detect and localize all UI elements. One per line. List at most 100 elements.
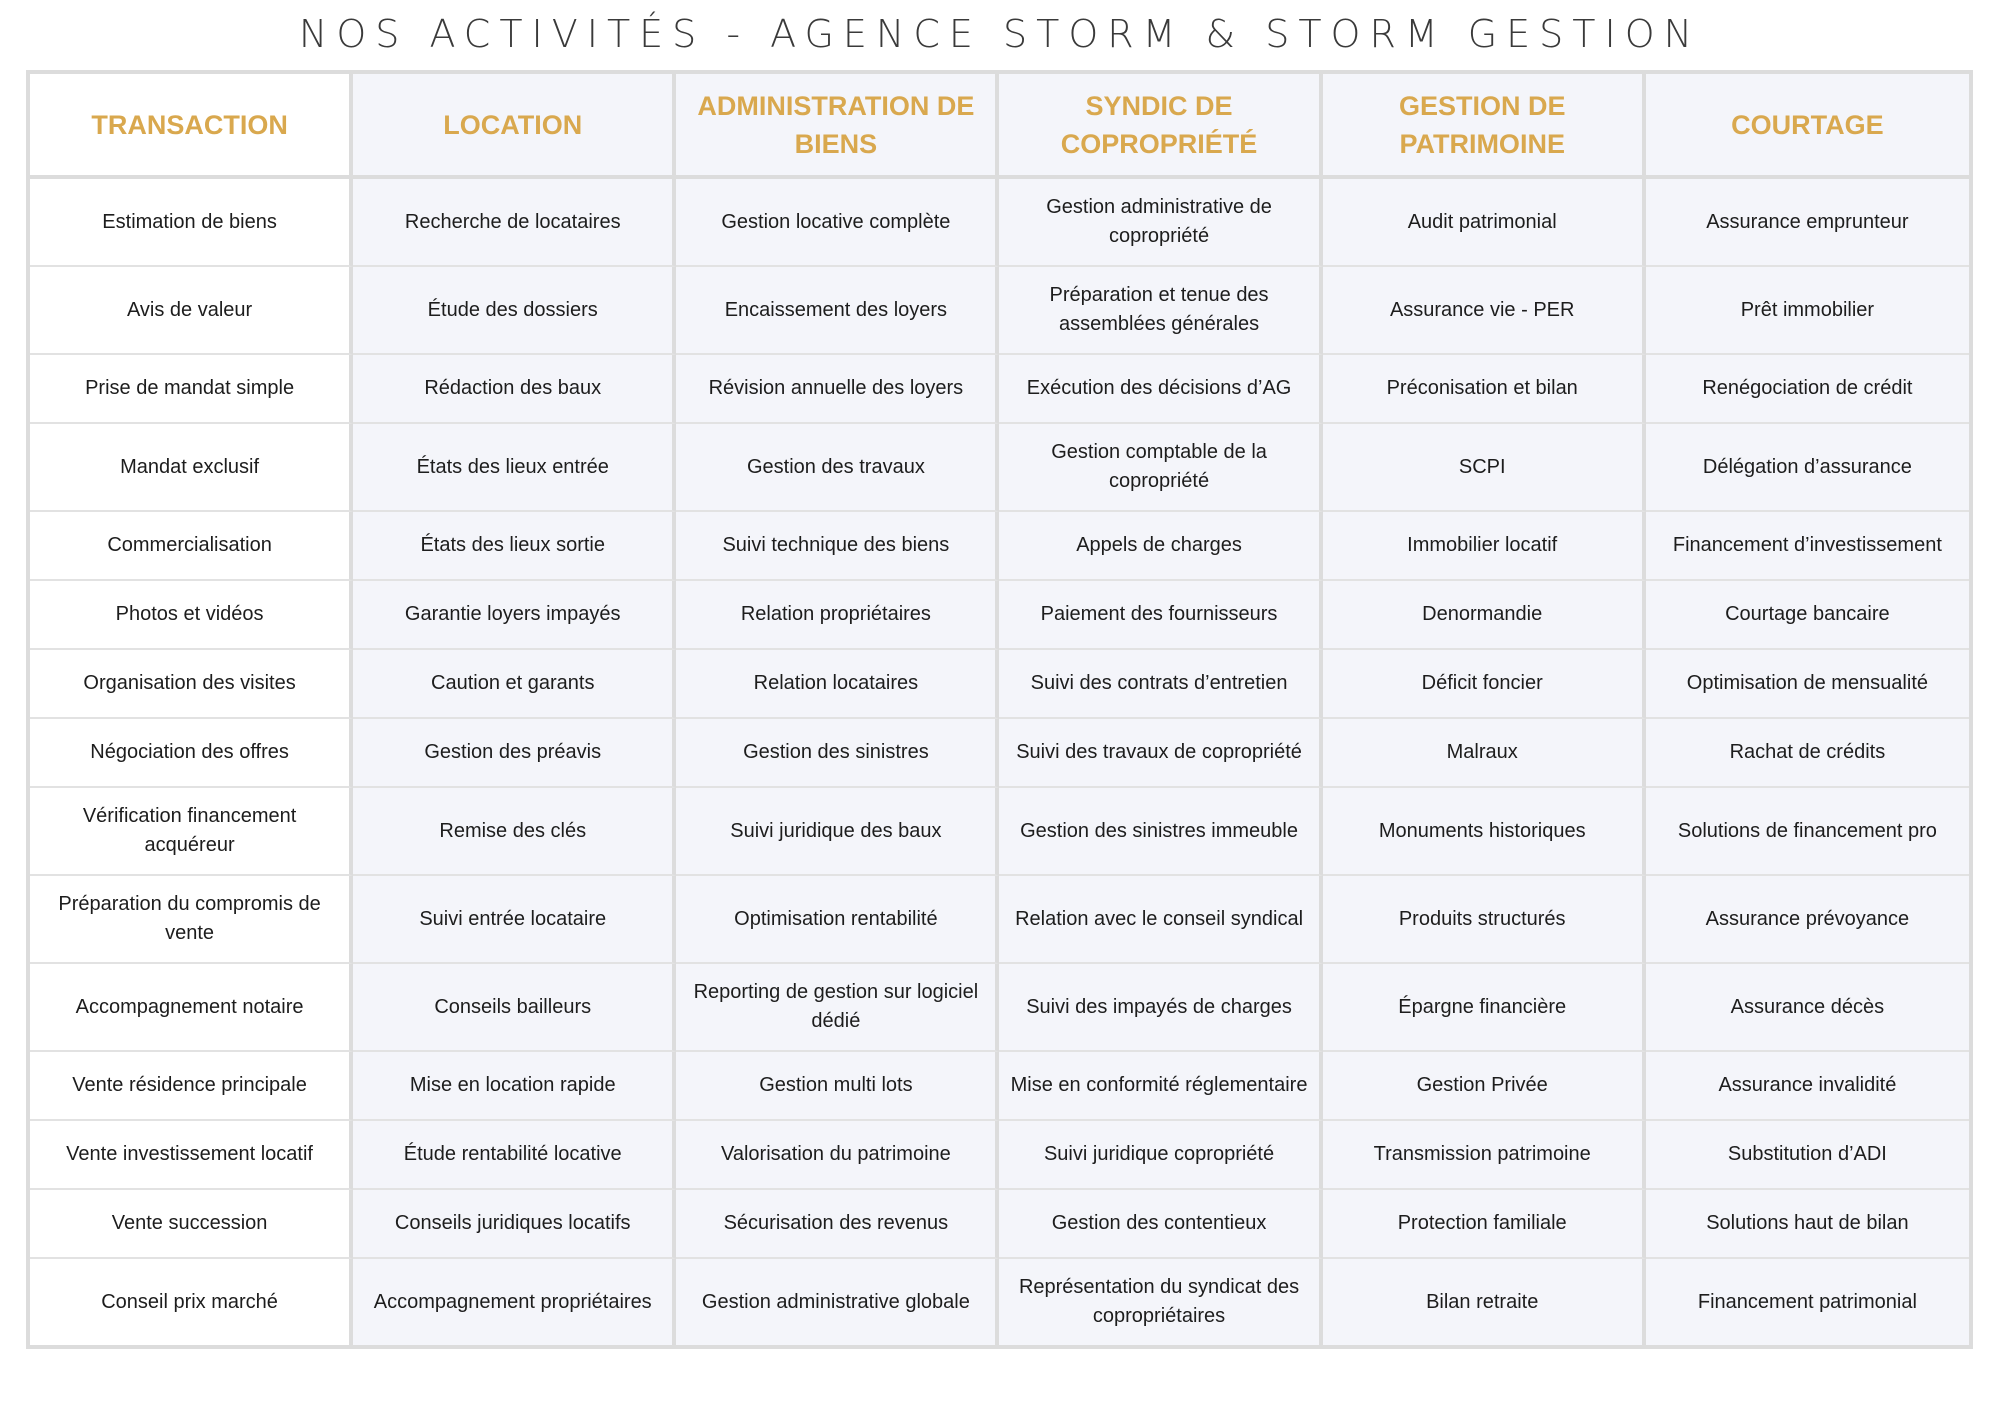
table-cell-courtage: Renégociation de crédit <box>1645 355 1969 424</box>
table-cell-syndic-de-copropriete: Appels de charges <box>999 512 1323 581</box>
table-cell-location: Caution et garants <box>353 650 677 719</box>
table-cell-location: Accompagnement propriétaires <box>353 1259 677 1345</box>
column-header-courtage: COURTAGE <box>1645 74 1969 179</box>
table-row: Conseil prix marché Accompagnement propri… <box>30 1259 1969 1345</box>
table-row: Préparation du compromis de vente Suivi e… <box>30 876 1969 964</box>
table-cell-transaction: Avis de valeur <box>30 267 354 355</box>
table-cell-administration-de-biens: Gestion administrative globale <box>676 1259 1000 1345</box>
table-cell-syndic-de-copropriete: Suivi juridique copropriété <box>999 1121 1323 1190</box>
table-cell-syndic-de-copropriete: Gestion administrative de copropriété <box>999 179 1323 267</box>
table-cell-administration-de-biens: Gestion multi lots <box>676 1052 1000 1121</box>
table-cell-transaction: Accompagnement notaire <box>30 964 354 1052</box>
table-cell-transaction: Vente investissement locatif <box>30 1121 354 1190</box>
table-cell-syndic-de-copropriete: Gestion des contentieux <box>999 1190 1323 1259</box>
table-cell-location: Recherche de locataires <box>353 179 677 267</box>
table-cell-transaction: Estimation de biens <box>30 179 354 267</box>
table-cell-administration-de-biens: Suivi juridique des baux <box>676 788 1000 876</box>
table-cell-gestion-de-patrimoine: Audit patrimonial <box>1322 179 1646 267</box>
table-cell-gestion-de-patrimoine: Épargne financière <box>1322 964 1646 1052</box>
table-row: Commercialisation États des lieux sortie S… <box>30 512 1969 581</box>
table-cell-location: Garantie loyers impayés <box>353 581 677 650</box>
table-cell-syndic-de-copropriete: Suivi des travaux de copropriété <box>999 719 1323 788</box>
table-cell-gestion-de-patrimoine: Transmission patrimoine <box>1322 1121 1646 1190</box>
table-cell-syndic-de-copropriete: Paiement des fournisseurs <box>999 581 1323 650</box>
column-header-location: LOCATION <box>353 74 677 179</box>
table-cell-location: Conseils bailleurs <box>353 964 677 1052</box>
table-cell-gestion-de-patrimoine: Déficit foncier <box>1322 650 1646 719</box>
table-cell-administration-de-biens: Gestion locative complète <box>676 179 1000 267</box>
table-cell-syndic-de-copropriete: Suivi des impayés de charges <box>999 964 1323 1052</box>
table-cell-transaction: Vente succession <box>30 1190 354 1259</box>
table-cell-courtage: Financement patrimonial <box>1645 1259 1969 1345</box>
table-row: Vente succession Conseils juridiques loca… <box>30 1190 1969 1259</box>
table-cell-courtage: Optimisation de mensualité <box>1645 650 1969 719</box>
table-row: Organisation des visites Caution et garan… <box>30 650 1969 719</box>
table-cell-location: Rédaction des baux <box>353 355 677 424</box>
table-cell-courtage: Rachat de crédits <box>1645 719 1969 788</box>
table-cell-transaction: Prise de mandat simple <box>30 355 354 424</box>
table-row: Photos et vidéos Garantie loyers impayés R… <box>30 581 1969 650</box>
table-cell-administration-de-biens: Valorisation du patrimoine <box>676 1121 1000 1190</box>
table-row: Négociation des offres Gestion des préavi… <box>30 719 1969 788</box>
table-cell-transaction: Commercialisation <box>30 512 354 581</box>
table-cell-gestion-de-patrimoine: Immobilier locatif <box>1322 512 1646 581</box>
activities-table-container: TRANSACTION LOCATION ADMINISTRATION DE BIE… <box>26 70 1973 1349</box>
table-cell-syndic-de-copropriete: Exécution des décisions d’AG <box>999 355 1323 424</box>
table-cell-courtage: Courtage bancaire <box>1645 581 1969 650</box>
table-cell-administration-de-biens: Relation locataires <box>676 650 1000 719</box>
table-cell-syndic-de-copropriete: Gestion comptable de la copropriété <box>999 424 1323 512</box>
table-cell-courtage: Solutions haut de bilan <box>1645 1190 1969 1259</box>
table-cell-gestion-de-patrimoine: Gestion Privée <box>1322 1052 1646 1121</box>
column-header-transaction: TRANSACTION <box>30 74 354 179</box>
table-cell-transaction: Vérification financement acquéreur <box>30 788 354 876</box>
activities-table: TRANSACTION LOCATION ADMINISTRATION DE BIE… <box>30 74 1969 1345</box>
table-row: Avis de valeur Étude des dossiers Encaisse… <box>30 267 1969 355</box>
table-cell-administration-de-biens: Gestion des sinistres <box>676 719 1000 788</box>
table-cell-courtage: Prêt immobilier <box>1645 267 1969 355</box>
table-cell-administration-de-biens: Sécurisation des revenus <box>676 1190 1000 1259</box>
table-cell-courtage: Assurance emprunteur <box>1645 179 1969 267</box>
table-row: Vente investissement locatif Étude rentab… <box>30 1121 1969 1190</box>
column-header-gestion-de-patrimoine: GESTION DE PATRIMOINE <box>1322 74 1646 179</box>
table-cell-administration-de-biens: Relation propriétaires <box>676 581 1000 650</box>
table-cell-syndic-de-copropriete: Mise en conformité réglementaire <box>999 1052 1323 1121</box>
table-cell-syndic-de-copropriete: Préparation et tenue des assemblées géné… <box>999 267 1323 355</box>
table-cell-courtage: Assurance décès <box>1645 964 1969 1052</box>
table-cell-location: Suivi entrée locataire <box>353 876 677 964</box>
table-cell-transaction: Photos et vidéos <box>30 581 354 650</box>
table-cell-courtage: Substitution d’ADI <box>1645 1121 1969 1190</box>
table-cell-location: Étude des dossiers <box>353 267 677 355</box>
table-cell-location: États des lieux sortie <box>353 512 677 581</box>
table-cell-administration-de-biens: Reporting de gestion sur logiciel dédié <box>676 964 1000 1052</box>
table-cell-syndic-de-copropriete: Gestion des sinistres immeuble <box>999 788 1323 876</box>
table-cell-location: Gestion des préavis <box>353 719 677 788</box>
table-cell-gestion-de-patrimoine: Malraux <box>1322 719 1646 788</box>
column-header-administration-de-biens: ADMINISTRATION DE BIENS <box>676 74 1000 179</box>
table-cell-administration-de-biens: Gestion des travaux <box>676 424 1000 512</box>
table-cell-gestion-de-patrimoine: Denormandie <box>1322 581 1646 650</box>
table-cell-transaction: Négociation des offres <box>30 719 354 788</box>
table-cell-courtage: Délégation d’assurance <box>1645 424 1969 512</box>
table-cell-gestion-de-patrimoine: SCPI <box>1322 424 1646 512</box>
table-cell-transaction: Préparation du compromis de vente <box>30 876 354 964</box>
table-row: Mandat exclusif États des lieux entrée Ges… <box>30 424 1969 512</box>
table-cell-administration-de-biens: Encaissement des loyers <box>676 267 1000 355</box>
table-cell-courtage: Assurance invalidité <box>1645 1052 1969 1121</box>
table-cell-gestion-de-patrimoine: Monuments historiques <box>1322 788 1646 876</box>
table-cell-gestion-de-patrimoine: Bilan retraite <box>1322 1259 1646 1345</box>
table-cell-location: Étude rentabilité locative <box>353 1121 677 1190</box>
table-cell-location: Mise en location rapide <box>353 1052 677 1121</box>
table-row: Accompagnement notaire Conseils bailleurs… <box>30 964 1969 1052</box>
table-row: Prise de mandat simple Rédaction des baux… <box>30 355 1969 424</box>
table-cell-gestion-de-patrimoine: Assurance vie - PER <box>1322 267 1646 355</box>
table-cell-administration-de-biens: Optimisation rentabilité <box>676 876 1000 964</box>
table-cell-gestion-de-patrimoine: Protection familiale <box>1322 1190 1646 1259</box>
table-cell-transaction: Mandat exclusif <box>30 424 354 512</box>
table-cell-syndic-de-copropriete: Suivi des contrats d’entretien <box>999 650 1323 719</box>
table-cell-courtage: Financement d’investissement <box>1645 512 1969 581</box>
table-cell-gestion-de-patrimoine: Préconisation et bilan <box>1322 355 1646 424</box>
table-cell-administration-de-biens: Suivi technique des biens <box>676 512 1000 581</box>
table-cell-transaction: Vente résidence principale <box>30 1052 354 1121</box>
column-header-syndic-de-copropriete: SYNDIC DE COPROPRIÉTÉ <box>999 74 1323 179</box>
table-cell-location: Remise des clés <box>353 788 677 876</box>
